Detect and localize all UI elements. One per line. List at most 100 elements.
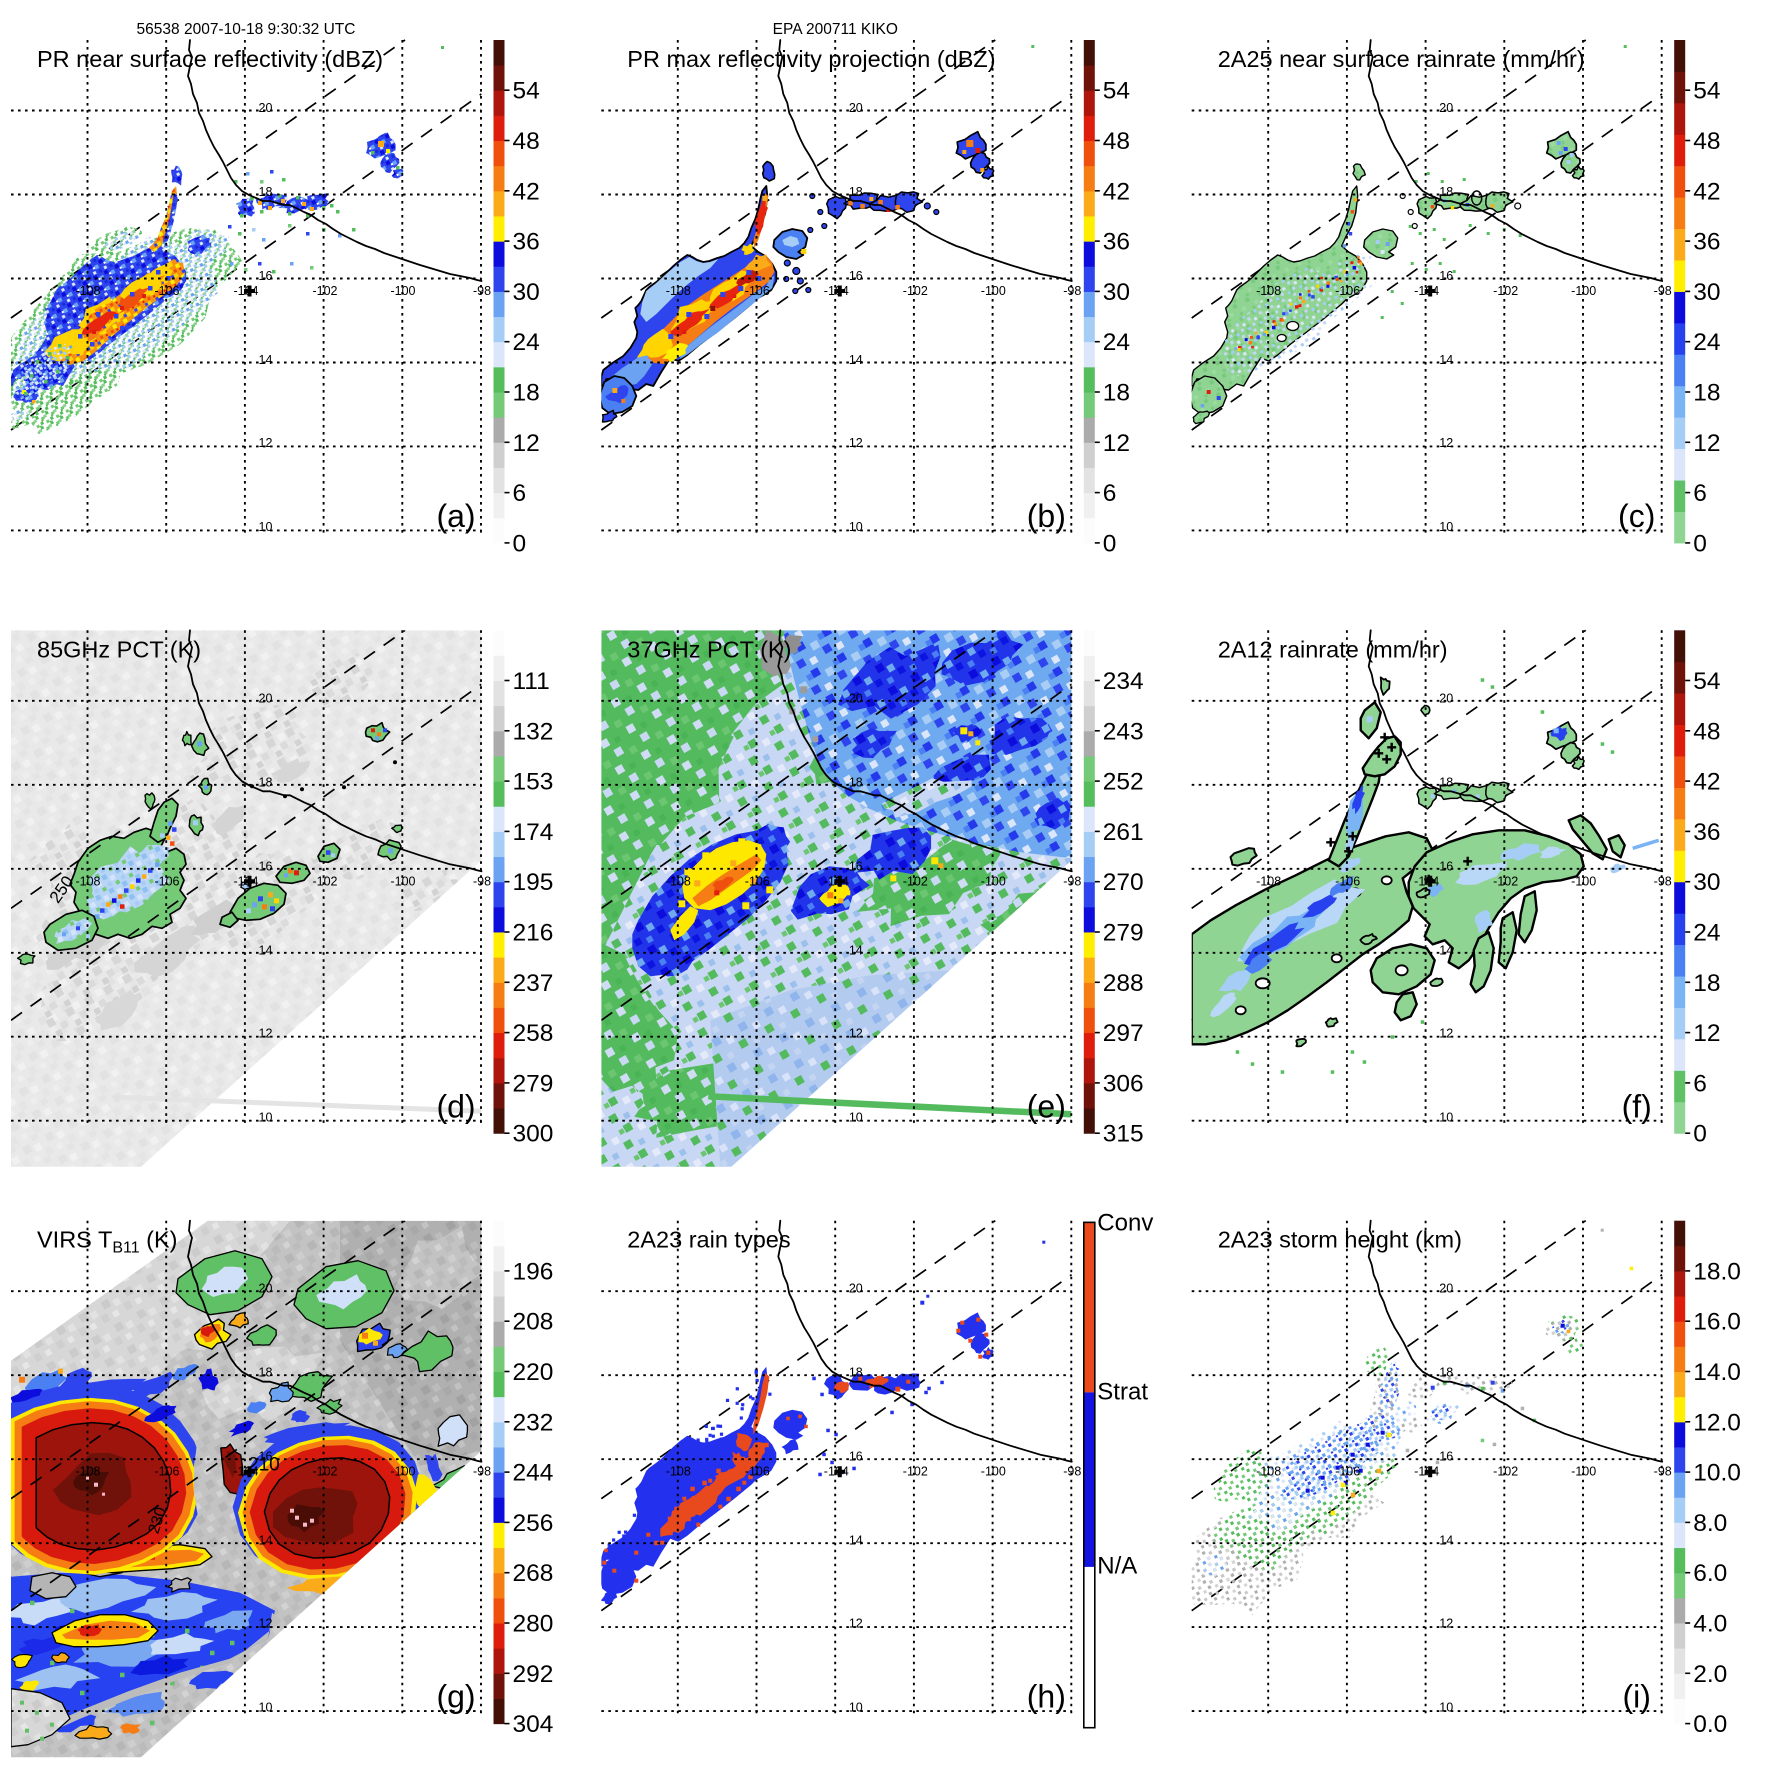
svg-text:2A23 rain types: 2A23 rain types	[627, 1227, 790, 1253]
svg-text:196: 196	[513, 1258, 554, 1285]
svg-text:18: 18	[1103, 380, 1130, 407]
svg-text:56538 2007-10-18 9:30:32 UTC: 56538 2007-10-18 9:30:32 UTC	[137, 21, 356, 38]
svg-text:12.0: 12.0	[1693, 1409, 1741, 1436]
svg-text:2A23 storm height (km): 2A23 storm height (km)	[1218, 1227, 1462, 1253]
svg-text:48: 48	[1693, 128, 1720, 155]
svg-text:216: 216	[513, 920, 554, 947]
svg-text:279: 279	[1103, 920, 1144, 947]
svg-text:(c): (c)	[1618, 498, 1655, 534]
svg-text:288: 288	[1103, 970, 1144, 997]
svg-text:54: 54	[1103, 78, 1130, 105]
svg-text:(h): (h)	[1027, 1679, 1066, 1715]
svg-text:261: 261	[1103, 819, 1144, 846]
svg-text:220: 220	[513, 1359, 554, 1386]
svg-text:304: 304	[513, 1711, 554, 1738]
svg-text:54: 54	[513, 78, 540, 105]
svg-text:30: 30	[1103, 279, 1130, 306]
svg-text:N/A: N/A	[1097, 1553, 1137, 1580]
svg-text:(g): (g)	[436, 1679, 475, 1715]
svg-text:2.0: 2.0	[1693, 1661, 1727, 1688]
svg-text:18: 18	[1693, 970, 1720, 997]
svg-text:4.0: 4.0	[1693, 1611, 1727, 1638]
svg-text:18: 18	[1693, 380, 1720, 407]
svg-text:6: 6	[513, 480, 527, 507]
svg-text:0.0: 0.0	[1693, 1711, 1727, 1738]
svg-text:30: 30	[1693, 279, 1720, 306]
svg-text:6: 6	[1693, 1070, 1707, 1097]
svg-text:315: 315	[1103, 1121, 1144, 1148]
svg-text:42: 42	[513, 178, 540, 205]
svg-text:0: 0	[513, 530, 527, 557]
svg-text:12: 12	[513, 430, 540, 457]
svg-text:6.0: 6.0	[1693, 1560, 1727, 1587]
svg-text:256: 256	[513, 1510, 554, 1537]
svg-text:37GHz PCT (K): 37GHz PCT (K)	[627, 636, 791, 662]
svg-text:36: 36	[1693, 819, 1720, 846]
svg-text:PR max reflectivity projection: PR max reflectivity projection (dBZ)	[627, 46, 995, 72]
svg-text:244: 244	[513, 1460, 554, 1487]
svg-text:24: 24	[1693, 920, 1720, 947]
svg-text:(i): (i)	[1622, 1679, 1650, 1715]
svg-text:48: 48	[1693, 718, 1720, 745]
svg-text:237: 237	[513, 970, 554, 997]
svg-text:18: 18	[513, 380, 540, 407]
svg-text:292: 292	[513, 1661, 554, 1688]
svg-text:0: 0	[1103, 530, 1117, 557]
svg-text:6: 6	[1103, 480, 1117, 507]
svg-text:24: 24	[513, 329, 540, 356]
svg-text:234: 234	[1103, 668, 1144, 695]
svg-text:PR near surface reflectivity (: PR near surface reflectivity (dBZ)	[37, 46, 383, 72]
svg-text:243: 243	[1103, 718, 1144, 745]
svg-text:30: 30	[1693, 869, 1720, 896]
svg-text:24: 24	[1103, 329, 1130, 356]
svg-text:12: 12	[1693, 430, 1720, 457]
svg-text:252: 252	[1103, 769, 1144, 796]
svg-text:306: 306	[1103, 1070, 1144, 1097]
svg-text:279: 279	[513, 1070, 554, 1097]
svg-text:232: 232	[513, 1409, 554, 1436]
svg-text:111: 111	[513, 668, 550, 695]
svg-text:208: 208	[513, 1309, 554, 1336]
svg-text:14.0: 14.0	[1693, 1359, 1741, 1386]
svg-text:36: 36	[513, 229, 540, 256]
svg-text:18.0: 18.0	[1693, 1258, 1741, 1285]
svg-text:30: 30	[513, 279, 540, 306]
svg-text:132: 132	[513, 718, 554, 745]
svg-text:268: 268	[513, 1560, 554, 1587]
svg-text:174: 174	[513, 819, 554, 846]
svg-text:0: 0	[1693, 530, 1707, 557]
svg-text:36: 36	[1103, 229, 1130, 256]
svg-text:16.0: 16.0	[1693, 1309, 1741, 1336]
svg-text:8.0: 8.0	[1693, 1510, 1727, 1537]
svg-text:6: 6	[1693, 480, 1707, 507]
svg-text:297: 297	[1103, 1020, 1144, 1047]
svg-text:Strat: Strat	[1097, 1379, 1148, 1406]
svg-text:54: 54	[1693, 668, 1720, 695]
svg-text:VIRS TB11 (K): VIRS TB11 (K)	[37, 1227, 177, 1257]
svg-text:42: 42	[1693, 178, 1720, 205]
svg-text:36: 36	[1693, 229, 1720, 256]
svg-text:48: 48	[513, 128, 540, 155]
svg-text:2A12 rainrate (mm/hr): 2A12 rainrate (mm/hr)	[1218, 636, 1448, 662]
svg-text:153: 153	[513, 769, 554, 796]
svg-text:42: 42	[1693, 769, 1720, 796]
svg-text:300: 300	[513, 1121, 554, 1148]
svg-text:42: 42	[1103, 178, 1130, 205]
svg-text:195: 195	[513, 869, 554, 896]
svg-text:(d): (d)	[436, 1088, 475, 1124]
svg-text:2A25 near surface rainrate (mm: 2A25 near surface rainrate (mm/hr)	[1218, 46, 1585, 72]
svg-text:0: 0	[1693, 1121, 1707, 1148]
svg-text:12: 12	[1693, 1020, 1720, 1047]
svg-text:(e): (e)	[1027, 1088, 1066, 1124]
svg-text:85GHz PCT (K): 85GHz PCT (K)	[37, 636, 201, 662]
svg-text:270: 270	[1103, 869, 1144, 896]
svg-text:EPA 200711 KIKO: EPA 200711 KIKO	[773, 21, 898, 38]
svg-text:(a): (a)	[436, 498, 475, 534]
svg-text:(b): (b)	[1027, 498, 1066, 534]
svg-text:10.0: 10.0	[1693, 1460, 1741, 1487]
svg-text:Conv: Conv	[1097, 1210, 1153, 1237]
svg-text:54: 54	[1693, 78, 1720, 105]
svg-text:(f): (f)	[1622, 1088, 1652, 1124]
svg-text:48: 48	[1103, 128, 1130, 155]
svg-text:12: 12	[1103, 430, 1130, 457]
